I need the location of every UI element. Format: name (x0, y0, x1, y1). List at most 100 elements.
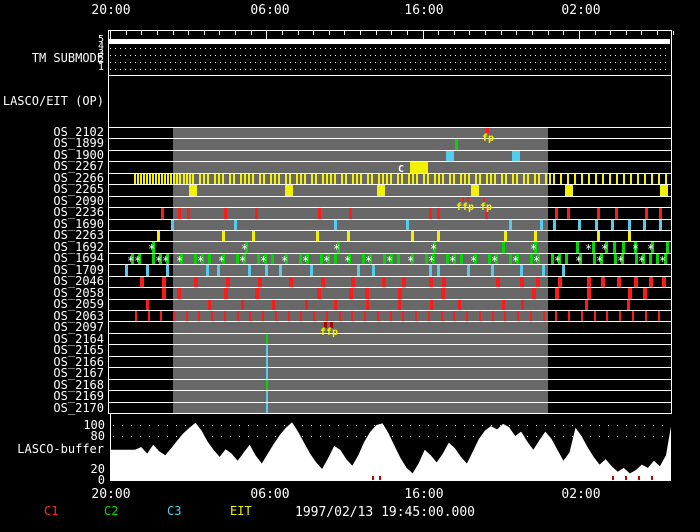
event-star-icon: * (647, 242, 655, 257)
event-tick (137, 173, 139, 185)
axis-tick (672, 31, 674, 35)
os-row-label: OS_1692 (53, 239, 104, 254)
event-tick (208, 253, 211, 265)
event-tick (240, 173, 242, 185)
event-tick (218, 173, 220, 185)
event-star-icon: * (148, 242, 156, 257)
event-tick (217, 265, 220, 276)
event-tick (594, 311, 596, 322)
buffer-red-mark (638, 476, 640, 480)
event-tick (305, 299, 308, 311)
timestamp-text: 1997/02/13 19:45:00.000 (294, 505, 476, 520)
os-row (108, 356, 672, 369)
time-label: 20:00 (91, 487, 131, 502)
event-star-icon: * (344, 253, 352, 268)
axis-tick (532, 31, 533, 35)
event-tick (637, 173, 639, 185)
event-star-icon: * (333, 242, 341, 257)
event-tick (411, 230, 414, 242)
event-tick (164, 173, 166, 185)
event-tick (490, 173, 492, 185)
event-block (565, 185, 573, 196)
event-tick (538, 173, 540, 185)
event-tick (437, 230, 440, 242)
os-row (108, 391, 672, 403)
event-tick (176, 173, 178, 185)
buffer-ytick-label: 100 (83, 418, 105, 432)
event-tick (606, 311, 608, 322)
event-tick (158, 173, 160, 185)
axis-tick (657, 31, 659, 35)
event-tick (408, 173, 410, 185)
os-row-label: OS_2102 (53, 125, 104, 139)
event-tick (226, 276, 230, 288)
event-tick (555, 288, 559, 299)
event-star-icon: * (260, 253, 268, 268)
os-row-label: OS_2046 (53, 274, 104, 289)
event-tick (398, 288, 402, 299)
event-block (660, 185, 668, 196)
event-tick (326, 311, 328, 322)
event-tick (186, 311, 188, 322)
event-tick (270, 173, 272, 185)
event-tick (275, 311, 277, 322)
event-tick (255, 288, 259, 299)
buffer-fill-area (111, 422, 671, 480)
event-tick (520, 276, 524, 288)
event-tick (464, 173, 466, 185)
os-row-label: OS_2090 (53, 193, 104, 208)
os-row-label: OS_2164 (53, 331, 104, 346)
event-tick (317, 288, 321, 299)
event-tick (173, 311, 175, 322)
event-tick (520, 265, 523, 276)
event-tick (425, 253, 428, 265)
buffer-yaxis-line (110, 414, 111, 481)
event-tick (304, 173, 306, 185)
event-tick (349, 208, 352, 219)
buffer-gridline (113, 425, 669, 426)
time-label: 06:00 (250, 487, 290, 502)
event-tick (288, 311, 290, 322)
event-tick (266, 368, 268, 379)
event-tick (266, 402, 268, 413)
event-tick (658, 311, 660, 322)
event-tick (296, 173, 298, 185)
time-label: 06:00 (250, 3, 290, 18)
event-tick (455, 139, 458, 150)
event-tick (402, 311, 404, 322)
event-tick (382, 276, 386, 288)
os-row-label: OS_2166 (53, 354, 104, 369)
os-row: * * * * * * * * * (108, 242, 672, 257)
event-tick (565, 253, 568, 265)
event-tick (595, 173, 597, 185)
event-tick (466, 311, 468, 322)
os-row-label: OS_2266 (53, 170, 104, 185)
event-tick (423, 173, 425, 185)
event-tick (234, 219, 237, 230)
event-tick (192, 173, 194, 185)
axis-tick (391, 31, 393, 35)
event-tick (263, 173, 265, 185)
lasco-buffer-label: LASCO-buffer (17, 442, 104, 456)
event-tick (453, 173, 455, 185)
axis-tick (485, 31, 487, 35)
event-tick (592, 242, 595, 253)
event-tick (587, 276, 591, 288)
os-row-label: OS_1694 (53, 251, 104, 266)
event-tick (486, 173, 488, 185)
event-tick (316, 230, 319, 242)
event-tick (644, 173, 646, 185)
event-tick (397, 173, 399, 185)
event-tick (330, 322, 333, 328)
axis-tick (610, 31, 612, 35)
event-tick (222, 253, 225, 265)
event-tick (274, 173, 276, 185)
event-tick (140, 276, 144, 288)
event-tick (600, 253, 603, 265)
legend-item: C3 (167, 504, 182, 518)
tm-dotted-level-line (110, 48, 668, 49)
event-tick (326, 173, 328, 185)
event-star-icon: * (197, 253, 205, 268)
lasco-buffer-panel (110, 414, 671, 481)
